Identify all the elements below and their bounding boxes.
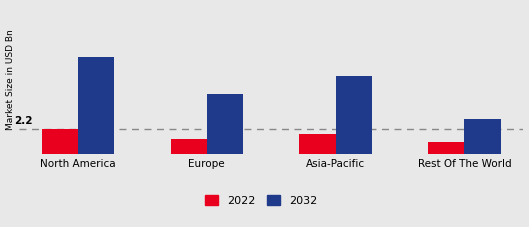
Bar (464, 119, 500, 154)
Text: 2.2: 2.2 (15, 116, 33, 126)
Bar (299, 134, 335, 154)
Bar (335, 76, 371, 154)
Legend: 2022, 2032: 2022, 2032 (200, 190, 322, 210)
Bar (170, 139, 207, 154)
Bar (78, 57, 114, 154)
Bar (428, 142, 464, 154)
Y-axis label: Market Size in USD Bn: Market Size in USD Bn (6, 29, 15, 130)
Bar (42, 128, 78, 154)
Bar (207, 94, 243, 154)
